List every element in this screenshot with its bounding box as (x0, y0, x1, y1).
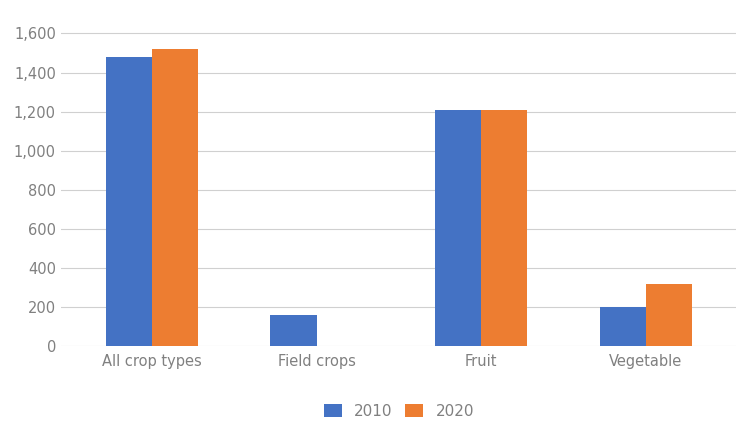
Bar (152, 49, 198, 346)
Bar (599, 307, 646, 346)
Bar (106, 57, 152, 346)
Bar (481, 110, 527, 346)
Bar (271, 315, 316, 346)
Bar (646, 284, 692, 346)
Bar (435, 110, 481, 346)
Legend: 2010, 2020: 2010, 2020 (323, 403, 474, 419)
